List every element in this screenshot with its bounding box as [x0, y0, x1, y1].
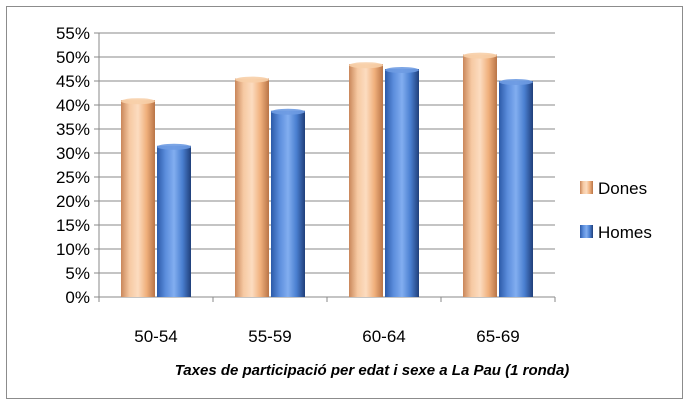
legend-swatch-dones	[580, 181, 593, 194]
y-tick-label: 40%	[56, 96, 90, 115]
x-category-labels: 50-54 55-59 60-64 65-69	[134, 327, 519, 346]
bar-homes	[499, 81, 533, 297]
bar-top-dones	[349, 62, 383, 69]
y-tick-labels: 0% 5% 10% 15% 20% 25% 30% 35% 40% 45% 50% 55%	[56, 24, 90, 307]
bar-top-homes	[499, 79, 533, 85]
y-tick-label: 45%	[56, 72, 90, 91]
y-tick-label: 15%	[56, 216, 90, 235]
legend-label-homes: Homes	[598, 223, 652, 242]
bar-homes	[385, 69, 419, 297]
x-category-label: 65-69	[476, 327, 519, 346]
x-category-label: 55-59	[248, 327, 291, 346]
bar-top-homes	[157, 143, 191, 150]
x-category-label: 50-54	[134, 327, 177, 346]
bars	[121, 52, 533, 297]
y-tick-label: 20%	[56, 192, 90, 211]
legend-label-dones: Dones	[598, 179, 647, 198]
bar-top-homes	[271, 108, 305, 115]
bar-dones	[121, 100, 155, 297]
bar-dones	[235, 78, 269, 297]
bar-top-homes	[385, 67, 419, 73]
bar-dones	[463, 54, 497, 297]
y-tick-label: 55%	[56, 24, 90, 43]
y-tick-label: 25%	[56, 168, 90, 187]
legend-swatch-homes	[580, 225, 593, 238]
chart-frame	[6, 6, 683, 399]
bar-top-dones	[235, 76, 269, 83]
x-category-label: 60-64	[362, 327, 405, 346]
bar-homes	[157, 145, 191, 297]
y-tick-label: 5%	[65, 264, 90, 283]
bar-dones	[349, 64, 383, 297]
bar-top-dones	[121, 98, 155, 105]
y-tick-label: 30%	[56, 144, 90, 163]
x-axis-title: Taxes de participació per edat i sexe a …	[175, 362, 570, 379]
y-tick-label: 0%	[65, 288, 90, 307]
bar-top-dones	[463, 52, 497, 59]
y-tick-label: 10%	[56, 240, 90, 259]
y-tick-label: 35%	[56, 120, 90, 139]
legend: Dones Homes	[580, 179, 652, 242]
y-tick-label: 50%	[56, 48, 90, 67]
bar-homes	[271, 110, 305, 297]
